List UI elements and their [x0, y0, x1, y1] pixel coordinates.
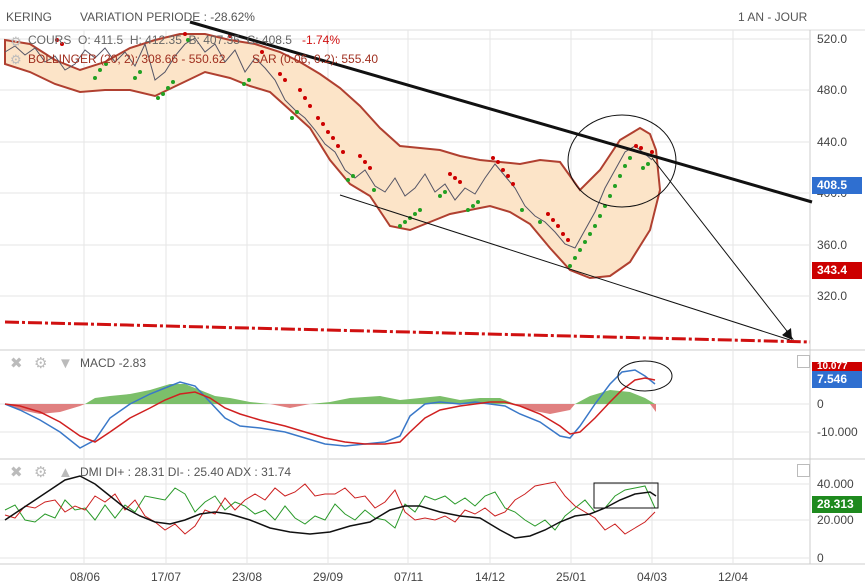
- y-tick: 360.0: [817, 238, 848, 252]
- period-selector[interactable]: 1 AN - JOUR: [738, 10, 808, 24]
- arrow-up-icon[interactable]: ▲: [58, 464, 73, 481]
- y-tick: 320.0: [817, 289, 848, 303]
- x-tick: 04/03: [637, 570, 668, 584]
- x-tick: 07/11: [394, 570, 424, 584]
- pane-checkbox[interactable]: [797, 464, 810, 477]
- y-tick: 0: [817, 397, 824, 411]
- y-tick: 20.000: [817, 513, 854, 527]
- macd-hist-negative: [5, 404, 656, 414]
- legend-low: B: 407.35: [188, 33, 240, 47]
- resistance-trendline: [189, 20, 813, 204]
- settings-icon[interactable]: ⚙: [10, 52, 22, 67]
- dmi-value-badge: 28.313: [812, 496, 862, 513]
- x-tick: 25/01: [556, 570, 587, 584]
- y-tick: 0: [817, 551, 824, 565]
- price-line: [4, 37, 653, 249]
- variation-label: VARIATION PERIODE : -28.62%: [80, 10, 255, 24]
- close-icon[interactable]: ✖: [10, 355, 23, 372]
- y-tick: -10.000: [817, 425, 858, 439]
- settings-icon[interactable]: ⚙: [10, 34, 22, 49]
- x-tick: 29/09: [313, 570, 344, 584]
- legend-high: H: 412.35: [129, 33, 182, 47]
- close-icon[interactable]: ✖: [10, 464, 23, 481]
- dmi-label: DMI DI+ : 28.31 DI- : 25.40 ADX : 31.74: [80, 465, 292, 479]
- macd-hist-positive: [85, 384, 655, 404]
- y-tick: 440.0: [817, 135, 848, 149]
- gear-icon[interactable]: ⚙: [34, 355, 48, 372]
- macd-value-badge: 7.546: [812, 371, 862, 388]
- gear-icon[interactable]: ⚙: [34, 464, 48, 481]
- x-tick: 17/07: [151, 570, 182, 584]
- last-price-badge: 408.5: [812, 177, 862, 194]
- legend-change: -1.74%: [301, 33, 341, 47]
- legend-close: C: 408.5: [246, 33, 292, 47]
- macd-label: MACD -2.83: [80, 356, 147, 370]
- symbol-title: KERING: [6, 10, 53, 24]
- y-tick: 520.0: [817, 32, 848, 46]
- legend-cours: COURS O: 411.5 H: 412.35 B: 407.35 C: 40…: [28, 33, 340, 47]
- target-arrow-line: [651, 157, 791, 336]
- y-tick: 480.0: [817, 83, 848, 97]
- macd-highlight-ellipse: [617, 360, 673, 392]
- x-tick: 14/12: [475, 570, 506, 584]
- support-price-badge: 343.4: [812, 262, 862, 279]
- di-plus-line: [4, 485, 656, 531]
- x-tick: 23/08: [232, 570, 263, 584]
- support-trendline: [339, 194, 791, 341]
- x-tick: 12/04: [718, 570, 749, 584]
- x-tick: 08/06: [70, 570, 101, 584]
- di-minus-line: [4, 481, 656, 535]
- y-tick: 40.000: [817, 477, 854, 491]
- macd-signal-badge: 10.077: [812, 362, 862, 372]
- arrow-down-icon[interactable]: ▼: [58, 355, 73, 372]
- signal-line: [4, 377, 656, 445]
- legend-cours-name: COURS: [28, 33, 72, 47]
- support-level-line: [4, 320, 811, 344]
- arrowhead-icon: [783, 330, 794, 340]
- legend-sar: SAR (0.06, 0.2): 555.40: [252, 52, 379, 66]
- legend-open: O: 411.5: [78, 33, 124, 47]
- dmi-highlight-box: [593, 482, 659, 509]
- adx-line: [4, 475, 657, 539]
- sar-dots: [55, 32, 654, 268]
- legend-bollinger: BOLLINGER (20, 2): 308.66 - 550.62: [28, 52, 226, 66]
- pane-checkbox[interactable]: [797, 355, 810, 368]
- bollinger-band: [4, 33, 662, 280]
- highlight-ellipse: [567, 114, 677, 208]
